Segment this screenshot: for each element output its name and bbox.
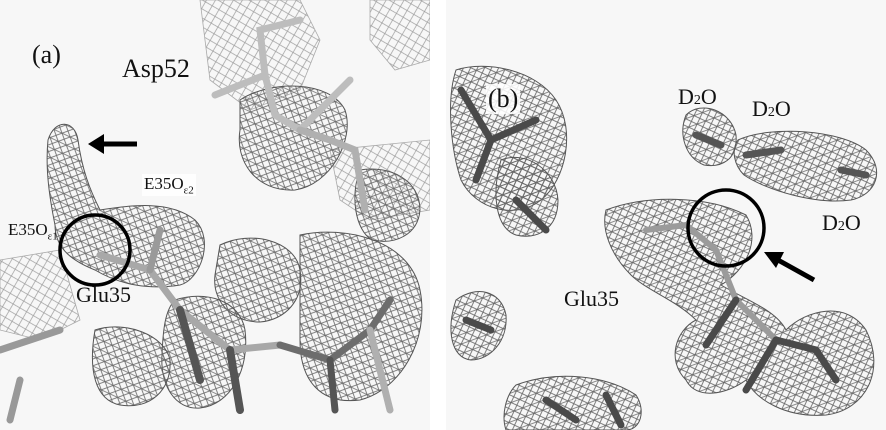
highlight-circle bbox=[58, 213, 132, 287]
density-blobs bbox=[450, 65, 878, 430]
panel-b-letter: (b) bbox=[486, 84, 521, 114]
panel-b-density-map bbox=[450, 65, 878, 430]
label-e35-oe2: E35Oε2 bbox=[142, 174, 196, 197]
label-d2o-2: D2O bbox=[752, 96, 791, 121]
label-glu35: Glu35 bbox=[564, 286, 619, 311]
panel-a: (a) Asp52 Glu35 E35Oε2 E35Oε1 bbox=[0, 0, 430, 430]
stick-model bbox=[0, 16, 394, 424]
label-d2o-3: D2O bbox=[822, 210, 861, 235]
arrow-left-icon bbox=[88, 134, 137, 154]
highlight-circle bbox=[686, 188, 766, 268]
panel-b: (b) Glu35 D2O D2O D2O bbox=[446, 0, 886, 430]
label-e35-oe1: E35Oε1 bbox=[8, 220, 58, 243]
label-asp52: Asp52 bbox=[122, 54, 190, 83]
density-blobs bbox=[46, 85, 423, 409]
label-d2o-1: D2O bbox=[678, 84, 717, 109]
stick-model bbox=[457, 86, 870, 429]
arrow-up-left-icon bbox=[764, 252, 816, 283]
panel-a-letter: (a) bbox=[32, 40, 61, 69]
panel-a-density-map bbox=[0, 0, 430, 424]
label-glu35: Glu35 bbox=[76, 282, 131, 307]
